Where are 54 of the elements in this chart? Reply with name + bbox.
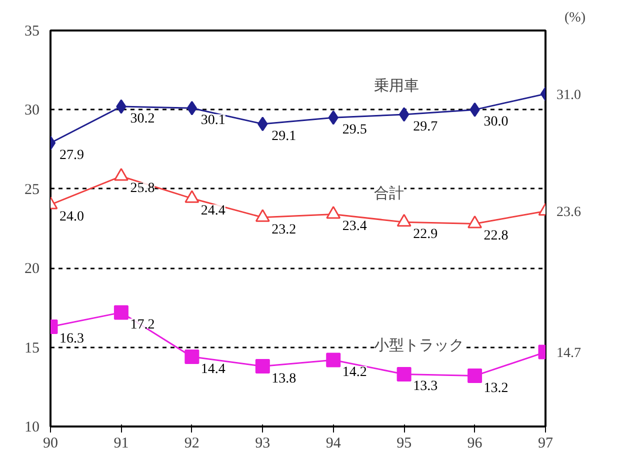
data-label: 14.7	[556, 346, 581, 362]
point	[398, 107, 410, 122]
data-label: 23.2	[272, 222, 296, 238]
data-label: 22.9	[413, 227, 438, 242]
y-tick-label: 10	[24, 420, 40, 436]
data-label: 22.8	[484, 228, 508, 244]
y-tick-label: 35	[24, 24, 40, 40]
data-label: 13.2	[484, 380, 508, 396]
x-tick-label: 93	[255, 436, 270, 452]
point	[114, 305, 128, 320]
data-label: 14.2	[342, 364, 367, 380]
data-label: 24.0	[60, 210, 84, 225]
point	[255, 359, 270, 374]
data-label: 17.2	[130, 317, 155, 332]
data-label: 24.4	[200, 203, 226, 218]
point	[326, 352, 341, 368]
x-tick-label: 94	[326, 436, 342, 452]
point	[328, 110, 338, 125]
data-label: 30.2	[130, 112, 155, 127]
data-label: 30.1	[200, 113, 226, 128]
y-tick-label: 30	[24, 102, 40, 119]
data-label: 23.4	[342, 219, 367, 234]
data-label: 25.8	[130, 181, 155, 196]
point	[470, 102, 480, 117]
data-label: 13.3	[413, 379, 438, 394]
data-label: 29.1	[272, 128, 296, 144]
y-tick-label: 20	[24, 261, 40, 278]
data-label: 13.8	[272, 371, 296, 386]
series-label: 小型トラック	[374, 336, 464, 354]
point	[184, 350, 200, 364]
point	[468, 368, 482, 384]
x-tick-label: 95	[396, 436, 412, 452]
data-label: 30.0	[484, 114, 508, 130]
data-label: 16.3	[60, 332, 84, 347]
y-tick-label: 15	[24, 340, 40, 356]
x-tick-label: 90	[43, 436, 58, 452]
data-label: 27.9	[60, 148, 84, 163]
data-label: 29.5	[342, 122, 367, 138]
x-tick-label: 97	[538, 436, 554, 452]
series-label: 乗用車	[374, 76, 420, 94]
data-label: 31.0	[556, 88, 581, 103]
y-tick-label: 25	[24, 182, 40, 198]
x-tick-label: 91	[114, 436, 129, 452]
y-axis-title: (%)	[564, 10, 586, 26]
point	[258, 116, 268, 132]
series-label: 合計	[374, 184, 404, 202]
x-tick-label: 92	[184, 436, 200, 452]
point	[186, 100, 198, 116]
x-tick-label: 96	[467, 436, 483, 452]
data-label: 23.6	[556, 205, 581, 220]
data-label: 29.7	[413, 119, 438, 134]
point	[396, 366, 412, 382]
point	[116, 99, 126, 114]
data-label: 14.4	[200, 362, 226, 377]
